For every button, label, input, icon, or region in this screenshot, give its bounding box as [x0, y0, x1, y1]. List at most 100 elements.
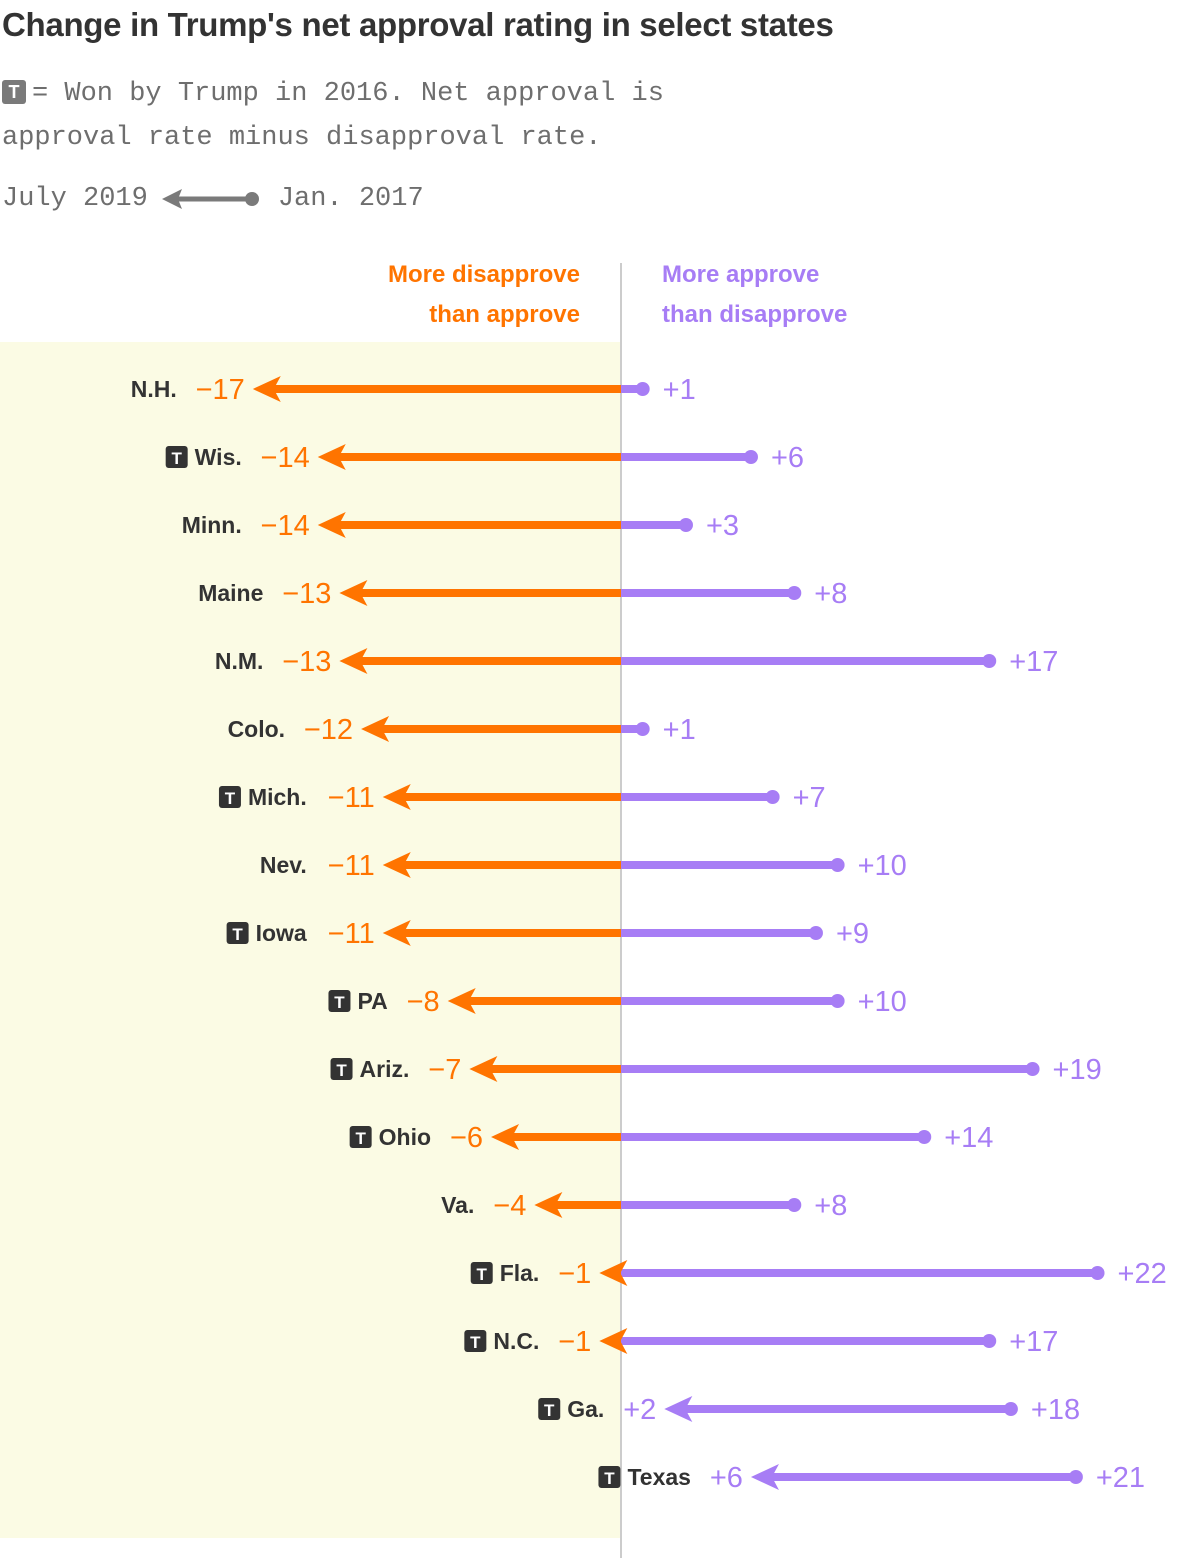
arrowhead [447, 988, 476, 1014]
trump-badge-letter: T [336, 1061, 347, 1080]
start-dot [765, 790, 780, 804]
chart-subtitle: T = Won by Trump in 2016. Net approval is… [2, 72, 722, 160]
start-dot [982, 654, 997, 668]
end-value-label: −17 [196, 374, 245, 406]
start-value-label: +18 [1031, 1394, 1080, 1426]
trump-badge-letter: T [604, 1469, 615, 1488]
end-value-label: +6 [710, 1462, 743, 1494]
start-value-label: +17 [1009, 646, 1058, 678]
state-label: Maine [198, 580, 263, 606]
start-dot [982, 1334, 997, 1348]
start-dot [1003, 1402, 1018, 1416]
arrowhead [599, 1260, 628, 1286]
end-value-label: −8 [407, 986, 440, 1018]
trump-badge-letter: T [470, 1333, 481, 1352]
start-value-label: +8 [814, 578, 847, 610]
state-label: N.C. [493, 1328, 539, 1354]
start-dot [1068, 1470, 1083, 1484]
trump-badge [165, 446, 188, 468]
direction-legend: July 2019 Jan. 2017 [2, 181, 424, 217]
legend-end-label: July 2019 [2, 184, 148, 214]
legend-arrow-icon [161, 189, 259, 209]
arrowhead [469, 1056, 498, 1082]
start-dot [830, 994, 845, 1008]
trump-badge-letter: T [544, 1401, 555, 1420]
arrowhead [339, 580, 368, 606]
arrowhead [382, 920, 411, 946]
trump-badge-letter: T [225, 789, 236, 808]
start-dot [917, 1130, 932, 1144]
start-dot [678, 518, 693, 532]
arrowhead [534, 1192, 563, 1218]
state-label: Ohio [379, 1124, 431, 1150]
start-dot [743, 450, 758, 464]
start-value-label: +3 [706, 510, 739, 542]
trump-badge [538, 1398, 561, 1420]
state-label: Nev. [260, 852, 307, 878]
state-label: Colo. [228, 716, 286, 742]
end-value-label: −13 [282, 646, 331, 678]
start-dot [635, 382, 650, 396]
start-value-label: +1 [663, 714, 696, 746]
negative-header-line1: More disapprove [388, 261, 580, 288]
end-value-label: −14 [261, 510, 310, 542]
arrowhead [317, 512, 346, 538]
start-value-label: +22 [1118, 1258, 1167, 1290]
end-value-label: −1 [558, 1326, 591, 1358]
arrowhead [382, 852, 411, 878]
start-value-label: +8 [814, 1190, 847, 1222]
state-label: Minn. [182, 512, 242, 538]
end-value-label: −1 [558, 1258, 591, 1290]
trump-badge [470, 1262, 493, 1284]
positive-header-line1: More approve [662, 261, 819, 288]
trump-badge-letter: T [171, 449, 182, 468]
end-value-label: −12 [304, 714, 353, 746]
start-value-label: +21 [1096, 1462, 1145, 1494]
end-value-label: −7 [428, 1054, 461, 1086]
trump-badge-legend: T [2, 80, 26, 104]
start-dot [787, 586, 802, 600]
start-dot [830, 858, 845, 872]
trump-badge-letter: T [232, 925, 243, 944]
trump-badge-letter: T [477, 1265, 488, 1284]
state-label: Ariz. [360, 1056, 410, 1082]
trump-badge [464, 1330, 487, 1352]
arrowhead [317, 444, 346, 470]
start-dot [1090, 1266, 1105, 1280]
arrowhead [599, 1328, 628, 1354]
state-label: Va. [441, 1192, 474, 1218]
start-value-label: +14 [944, 1122, 993, 1154]
arrowhead [664, 1396, 693, 1422]
end-value-label: +2 [623, 1394, 656, 1426]
state-label: N.H. [131, 376, 177, 402]
state-label: Mich. [248, 784, 307, 810]
end-value-label: −6 [450, 1122, 483, 1154]
end-value-label: −14 [261, 442, 310, 474]
start-dot [1025, 1062, 1040, 1076]
state-label: Fla. [500, 1260, 540, 1286]
end-value-label: −11 [328, 918, 375, 950]
legend-start-label: Jan. 2017 [277, 184, 424, 214]
trump-badge [330, 1058, 353, 1080]
start-value-label: +19 [1053, 1054, 1102, 1086]
arrowhead [361, 716, 390, 742]
end-value-label: −11 [328, 782, 375, 814]
start-value-label: +7 [793, 782, 826, 814]
start-dot [635, 722, 650, 736]
start-value-label: +9 [836, 918, 869, 950]
trump-badge [226, 922, 249, 944]
start-value-label: +10 [858, 850, 907, 882]
end-value-label: −11 [328, 850, 375, 882]
state-label: N.M. [215, 648, 264, 674]
trump-badge [218, 786, 241, 808]
trump-badge [598, 1466, 621, 1488]
start-value-label: +10 [858, 986, 907, 1018]
state-label: PA [357, 988, 387, 1014]
start-value-label: +6 [771, 442, 804, 474]
start-dot [787, 1198, 802, 1212]
trump-badge [349, 1126, 372, 1148]
negative-region-shade [0, 342, 621, 1538]
arrowhead [252, 376, 281, 402]
trump-badge-letter: T [355, 1129, 366, 1148]
